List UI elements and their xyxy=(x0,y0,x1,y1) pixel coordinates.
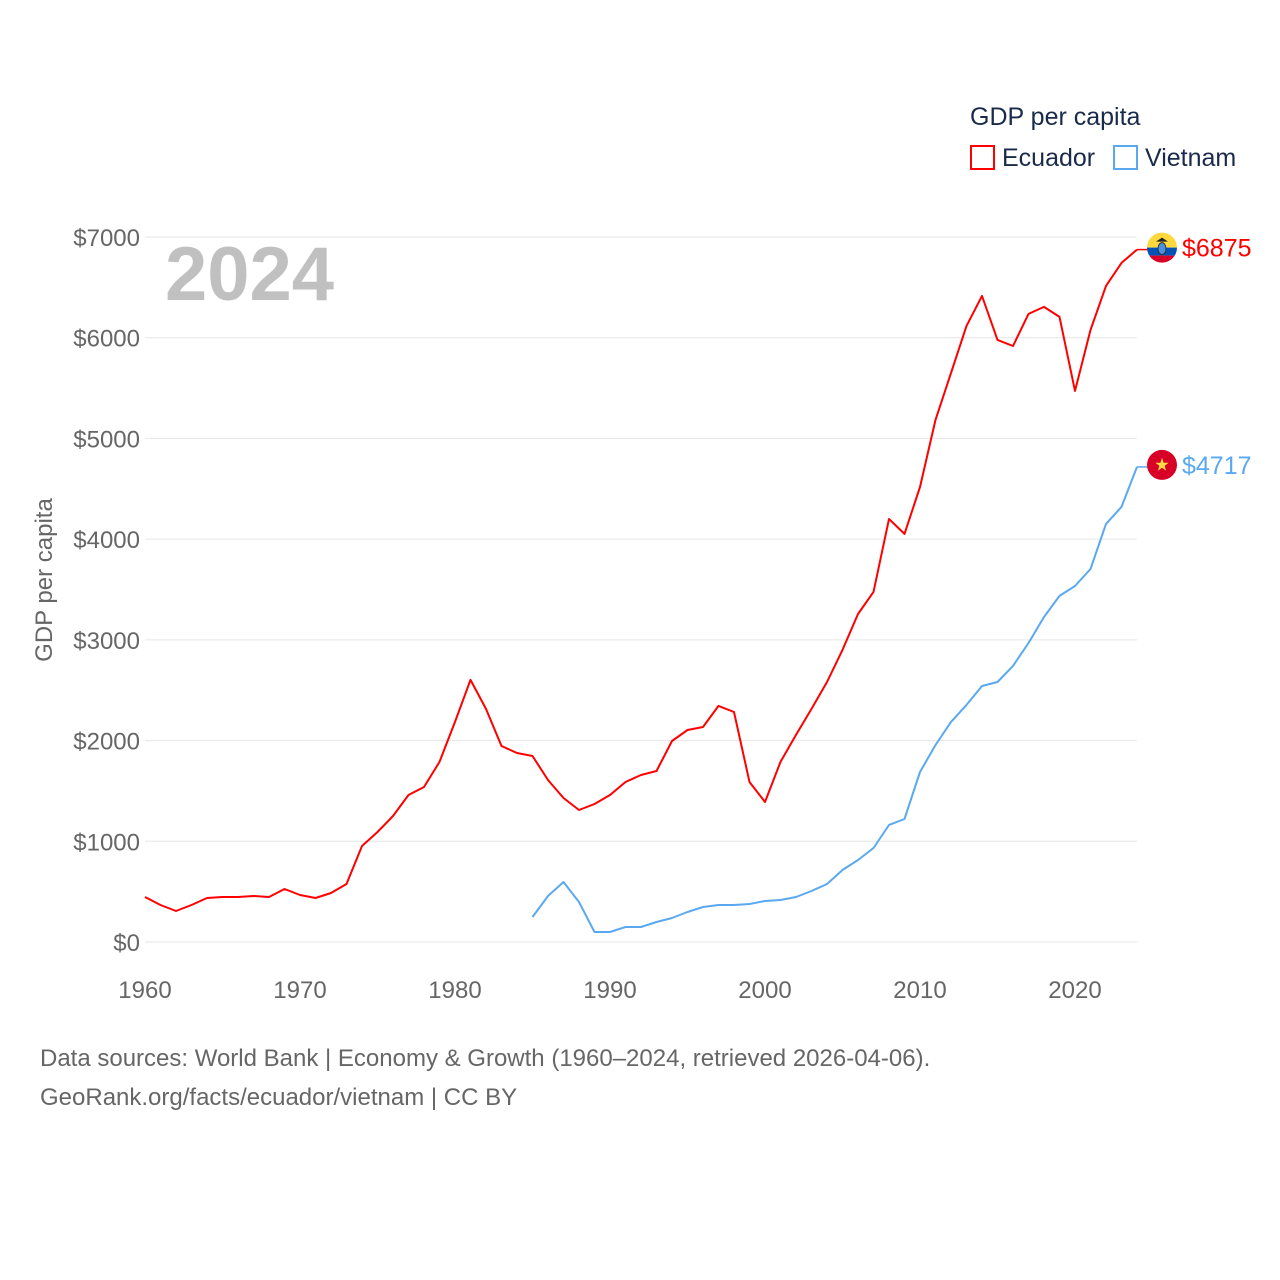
y-tick-label: $1000 xyxy=(73,829,140,856)
y-tick-label: $5000 xyxy=(73,426,140,453)
y-tick-label: $0 xyxy=(113,930,140,957)
end-value-label: $4717 xyxy=(1182,452,1252,480)
footer-sources: Data sources: World Bank | Economy & Gro… xyxy=(40,1045,931,1072)
y-tick-label: $4000 xyxy=(73,527,140,554)
y-tick-label: $6000 xyxy=(73,326,140,353)
y-tick-label: $7000 xyxy=(73,225,140,252)
legend-label: Vietnam xyxy=(1145,144,1236,172)
legend-swatch xyxy=(1113,145,1138,170)
legend-title: GDP per capita xyxy=(970,103,1141,131)
ecuador-flag-icon xyxy=(1147,232,1177,263)
legend-swatch xyxy=(970,145,995,170)
year-label: 2024 xyxy=(165,232,334,317)
legend-label: Ecuador xyxy=(1002,144,1095,172)
x-tick-label: 2020 xyxy=(1048,977,1101,1004)
y-tick-label: $3000 xyxy=(73,628,140,655)
y-axis-label: GDP per capita xyxy=(31,498,58,662)
legend-item-ecuador[interactable]: Ecuador xyxy=(970,144,1095,172)
footer-link[interactable]: GeoRank.org/facts/ecuador/vietnam | CC B… xyxy=(40,1084,518,1111)
x-tick-label: 1990 xyxy=(583,977,636,1004)
end-value-label: $6875 xyxy=(1182,235,1252,263)
vietnam-flag-icon xyxy=(1147,449,1177,480)
series-line-vietnam xyxy=(531,466,1138,933)
series-line-ecuador xyxy=(144,248,1138,912)
x-tick-label: 1960 xyxy=(118,977,171,1004)
x-tick-label: 2000 xyxy=(738,977,791,1004)
x-tick-label: 1970 xyxy=(273,977,326,1004)
legend-item-vietnam[interactable]: Vietnam xyxy=(1113,144,1236,172)
x-tick-label: 1980 xyxy=(428,977,481,1004)
y-tick-label: $2000 xyxy=(73,729,140,756)
x-tick-label: 2010 xyxy=(893,977,946,1004)
